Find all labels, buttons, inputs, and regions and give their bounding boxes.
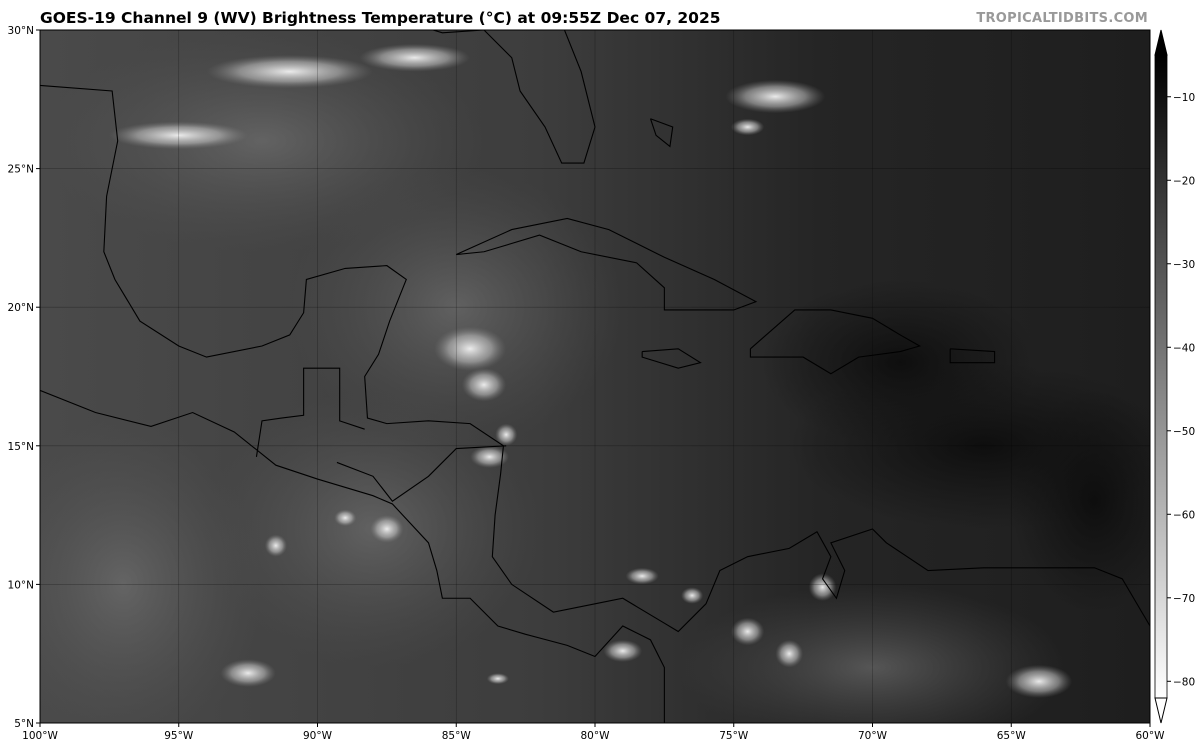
cloud-feature	[434, 326, 507, 371]
cloud-feature	[461, 368, 507, 402]
cloud-feature	[109, 121, 248, 150]
cloud-feature	[808, 573, 837, 602]
cloud-feature	[603, 639, 643, 663]
haze-region	[40, 418, 262, 723]
lon-tick-label: 85°W	[442, 730, 472, 742]
cloud-feature	[334, 509, 357, 527]
lon-tick-label: 95°W	[164, 730, 194, 742]
colorbar-tick-label: −40	[1173, 342, 1195, 354]
lat-tick-label: 15°N	[8, 441, 34, 453]
colorbar-tick-label: −60	[1173, 509, 1195, 521]
lon-tick-label: 65°W	[997, 730, 1027, 742]
cloud-feature	[370, 515, 404, 543]
hispaniola-coastline	[749, 309, 922, 375]
colorbar: −10 −20 −30 −40 −50 −60 −70 −80	[1154, 29, 1195, 724]
cloud-feature	[625, 567, 659, 585]
dry-air-region	[1011, 390, 1150, 613]
cuba-coastline	[456, 217, 758, 311]
cloud-feature	[359, 43, 471, 72]
lon-tick-label: 90°W	[303, 730, 333, 742]
cloud-feature	[731, 617, 765, 646]
lon-tick-label: 60°W	[1136, 730, 1166, 742]
haze-region	[290, 168, 623, 446]
bahamas-coastline	[649, 118, 674, 148]
cloud-feature	[220, 659, 276, 687]
lon-tick-label: 75°W	[719, 730, 749, 742]
colorbar-gradient	[1154, 54, 1168, 699]
lat-tick-label: 30°N	[8, 25, 34, 37]
colorbar-extend-top	[1154, 29, 1168, 56]
honduras-border	[336, 445, 507, 502]
dry-air-region	[761, 279, 1039, 446]
florida-coastline	[431, 30, 596, 164]
colorbar-tick-label: −80	[1173, 676, 1195, 688]
lat-tick-label: 20°N	[8, 302, 34, 314]
cloud-feature	[731, 118, 765, 136]
lat-tick-label: 5°N	[14, 718, 34, 730]
colorbar-tick-label: −30	[1173, 259, 1195, 271]
lon-tick-label: 100°W	[22, 730, 58, 742]
cloud-feature	[681, 587, 704, 604]
jamaica-coastline	[641, 348, 702, 369]
brand-watermark: TROPICALTIDBITS.COM	[976, 11, 1148, 26]
pacific-coastline	[40, 389, 665, 723]
haze-region	[678, 584, 1067, 723]
lon-tick-label: 80°W	[581, 730, 611, 742]
colorbar-tick-label: −50	[1173, 426, 1195, 438]
cloud-feature	[470, 445, 509, 468]
cloud-feature	[775, 639, 804, 668]
cloud-feature	[206, 54, 373, 89]
lon-tick-label: 70°W	[858, 730, 888, 742]
cloud-feature	[264, 534, 287, 557]
colorbar-tick-label: −20	[1173, 175, 1195, 187]
cloud-feature	[1005, 664, 1073, 699]
guatemala-border	[255, 367, 365, 457]
colorbar-extend-bottom	[1154, 697, 1168, 724]
lat-tick-label: 10°N	[8, 579, 34, 591]
colorbar-tick-label: −10	[1173, 92, 1195, 104]
map-title: GOES-19 Channel 9 (WV) Brightness Temper…	[40, 9, 721, 27]
cloud-feature	[495, 423, 518, 446]
lat-tick-label: 25°N	[8, 164, 34, 176]
gulf-caribbean-coastline	[40, 84, 1150, 633]
cloud-feature	[725, 79, 826, 114]
cloud-feature	[486, 673, 509, 685]
colorbar-tick-label: −70	[1173, 593, 1195, 605]
puerto-rico-coastline	[949, 348, 996, 364]
